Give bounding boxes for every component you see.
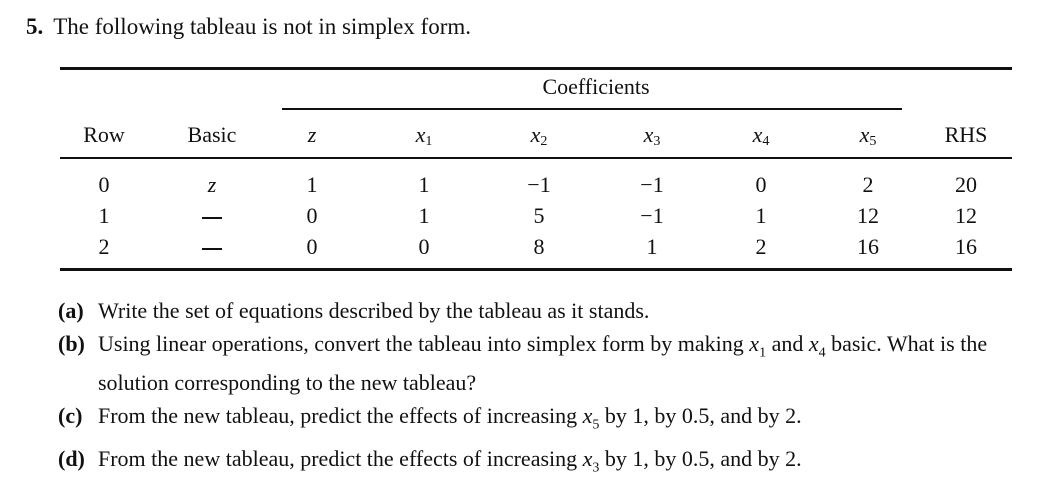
part-text: From the new tableau, predict the effect…	[98, 403, 802, 433]
part-letter: (b)	[58, 331, 85, 356]
header-rule	[60, 157, 1012, 159]
coefficient-cell: 1	[418, 172, 430, 197]
part-text-segment: by 1, by 0.5, and by 2.	[599, 445, 802, 471]
basic-variable-dash	[202, 205, 222, 227]
coefficient-cell: −1	[640, 172, 664, 197]
coefficient-cell: −1	[640, 203, 664, 228]
rhs-cell: 16	[955, 234, 977, 259]
dash-mark	[202, 216, 222, 219]
part-text-segment: From the new tableau, predict the effect…	[98, 403, 583, 429]
coefficient-cell: 1	[646, 234, 658, 259]
coefficient-cell: 5	[533, 203, 545, 228]
variable-header-x1: x1	[415, 122, 433, 149]
part-text-segment: and	[766, 331, 809, 356]
coefficients-header: Coefficients	[542, 74, 650, 99]
basic-column-header: Basic	[187, 122, 237, 147]
table-bottom-rule	[60, 268, 1012, 271]
problem-statement: The following tableau is not in simplex …	[53, 14, 472, 39]
coefficient-cell: 1	[755, 203, 767, 228]
part-text: From the new tableau, predict the effect…	[98, 445, 802, 476]
part-text-segment: Using linear operations, convert the tab…	[98, 331, 750, 356]
row-index-cell: 1	[98, 203, 110, 228]
problem-part-b: (b) Using linear operations, convert the …	[58, 329, 1028, 398]
basic-variable-dash	[202, 236, 222, 258]
coefficient-cell: 2	[862, 172, 874, 197]
variable-header-x4: x4	[752, 122, 770, 149]
coefficient-cell: 1	[306, 172, 318, 197]
coefficient-cell: 2	[755, 234, 767, 259]
coefficient-cell: 12	[857, 203, 879, 228]
coefficient-cell: 8	[533, 234, 545, 259]
problem-parts: (a) Write the set of equations described …	[58, 296, 1028, 486]
basic-variable-cell: z	[207, 172, 217, 197]
row-column-header: Row	[83, 122, 125, 147]
coefficient-cell: −1	[527, 172, 551, 197]
rhs-cell: 20	[955, 172, 977, 197]
dash-mark	[202, 247, 222, 250]
part-text: Write the set of equations described by …	[98, 298, 649, 323]
part-letter: (a)	[58, 298, 84, 323]
part-letter: (d)	[58, 445, 85, 471]
part-variable: x1	[749, 331, 767, 361]
row-index-cell: 0	[98, 172, 110, 197]
part-variable: x3	[582, 445, 600, 476]
problem-header: 5. The following tableau is not in simple…	[26, 14, 471, 40]
part-variable: x4	[808, 331, 826, 361]
part-text-segment: basic. What is the solution correspondin…	[98, 331, 988, 396]
row-index-cell: 2	[98, 234, 110, 259]
rhs-column-header: RHS	[944, 122, 988, 147]
part-text-segment: From the new tableau, predict the effect…	[98, 445, 583, 471]
variable-header-x3: x3	[643, 122, 661, 149]
table-top-rule	[60, 67, 1012, 70]
part-text-segment: Write the set of equations described by …	[98, 298, 650, 323]
coefficient-cell: 0	[306, 203, 318, 228]
variable-header-x2: x2	[530, 122, 548, 149]
coefficients-rule	[282, 108, 902, 110]
problem-part-a: (a) Write the set of equations described …	[58, 296, 1028, 326]
part-variable: x5	[582, 403, 600, 433]
part-letter: (c)	[58, 403, 83, 429]
rhs-cell: 12	[955, 203, 977, 228]
variable-header-x5: x5	[859, 122, 877, 149]
part-text: Using linear operations, convert the tab…	[98, 331, 987, 395]
coefficient-cell: 0	[755, 172, 767, 197]
coefficient-cell: 0	[306, 234, 318, 259]
problem-number: 5.	[26, 14, 44, 39]
coefficient-cell: 16	[857, 234, 879, 259]
coefficient-cell: 1	[418, 203, 430, 228]
variable-header-z: z	[307, 122, 317, 147]
part-text-segment: by 1, by 0.5, and by 2.	[599, 403, 802, 429]
coefficient-cell: 0	[418, 234, 430, 259]
problem-part-d: (d) From the new tableau, predict the eff…	[58, 444, 1028, 483]
problem-part-c: (c) From the new tableau, predict the eff…	[58, 401, 1028, 440]
